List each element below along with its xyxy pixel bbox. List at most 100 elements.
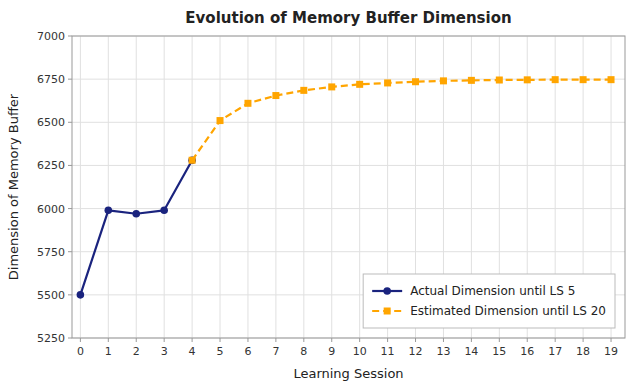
- x-axis-label: Learning Session: [293, 366, 403, 381]
- legend-item: Actual Dimension until LS 5: [372, 284, 575, 298]
- legend-label: Actual Dimension until LS 5: [410, 284, 575, 298]
- x-tick-label: 6: [244, 345, 251, 358]
- x-tick-label: 10: [353, 345, 367, 358]
- x-tick-label: 11: [381, 345, 395, 358]
- x-tick-label: 9: [328, 345, 335, 358]
- x-tick: [359, 338, 360, 342]
- grid-line-y: [72, 165, 625, 166]
- point: [356, 81, 363, 88]
- y-tick: [68, 338, 72, 339]
- plot-frame: [72, 36, 625, 338]
- grid-line-x: [220, 36, 221, 338]
- x-tick: [303, 338, 304, 342]
- grid-line-x: [247, 36, 248, 338]
- point: [552, 76, 559, 83]
- legend-label: Estimated Dimension until LS 20: [410, 304, 606, 318]
- grid-line-x: [108, 36, 109, 338]
- x-tick: [611, 338, 612, 342]
- grid-line-x: [192, 36, 193, 338]
- grid-line-x: [164, 36, 165, 338]
- point: [132, 210, 140, 218]
- x-tick: [583, 338, 584, 342]
- x-tick-label: 7: [272, 345, 279, 358]
- grid-line-y: [72, 122, 625, 123]
- y-tick: [68, 79, 72, 80]
- y-tick-label: 5500: [37, 289, 65, 302]
- point: [244, 100, 251, 107]
- y-tick: [68, 165, 72, 166]
- x-tick-label: 8: [300, 345, 307, 358]
- point: [496, 77, 503, 84]
- y-tick-label: 6500: [37, 116, 65, 129]
- legend: Actual Dimension until LS 5 Estimated Dim…: [363, 274, 615, 328]
- y-tick: [68, 36, 72, 37]
- x-tick-label: 15: [492, 345, 506, 358]
- x-tick: [527, 338, 528, 342]
- point: [468, 77, 475, 84]
- x-tick: [247, 338, 248, 342]
- point: [160, 206, 168, 214]
- y-axis-label: Dimension of Memory Buffer: [6, 93, 21, 280]
- x-tick: [443, 338, 444, 342]
- x-tick-label: 5: [217, 345, 224, 358]
- series-line: [80, 160, 192, 295]
- y-tick-label: 5250: [37, 332, 65, 345]
- y-tick-label: 7000: [37, 30, 65, 43]
- x-tick-label: 18: [576, 345, 590, 358]
- x-tick-label: 4: [189, 345, 196, 358]
- point: [608, 76, 615, 83]
- x-tick-label: 2: [133, 345, 140, 358]
- x-tick: [220, 338, 221, 342]
- x-tick: [164, 338, 165, 342]
- y-tick-label: 6000: [37, 203, 65, 216]
- x-tick: [331, 338, 332, 342]
- x-tick: [136, 338, 137, 342]
- x-tick: [499, 338, 500, 342]
- y-tick: [68, 251, 72, 252]
- y-tick: [68, 294, 72, 295]
- x-tick-label: 19: [604, 345, 618, 358]
- point: [188, 156, 196, 164]
- legend-box: [363, 274, 615, 328]
- point: [440, 77, 447, 84]
- grid: [72, 36, 625, 338]
- point: [217, 117, 224, 124]
- point: [580, 76, 587, 83]
- y-tick-label: 5750: [37, 246, 65, 259]
- point: [189, 157, 196, 164]
- grid-line-y: [72, 251, 625, 252]
- x-tick: [192, 338, 193, 342]
- x-tick: [108, 338, 109, 342]
- point: [412, 78, 419, 85]
- x-tick-label: 13: [436, 345, 450, 358]
- x-tick-label: 1: [105, 345, 112, 358]
- data: [77, 76, 615, 298]
- x-tick: [555, 338, 556, 342]
- title: Evolution of Memory Buffer Dimension: [185, 9, 511, 27]
- grid-line-x: [136, 36, 137, 338]
- x-tick: [80, 338, 81, 342]
- x-tick: [387, 338, 388, 342]
- legend-marker: [384, 308, 391, 315]
- y-tick-label: 6250: [37, 159, 65, 172]
- x-tick: [471, 338, 472, 342]
- x-tick-label: 17: [548, 345, 562, 358]
- y-tick-label: 6750: [37, 73, 65, 86]
- point: [77, 291, 85, 299]
- point: [300, 87, 307, 94]
- grid-line-x: [331, 36, 332, 338]
- y-tick: [68, 208, 72, 209]
- legend-item: Estimated Dimension until LS 20: [372, 304, 606, 318]
- x-tick-label: 16: [520, 345, 534, 358]
- x-tick: [415, 338, 416, 342]
- axes: 0123456789101112131415161718195250550057…: [37, 30, 618, 358]
- x-tick-label: 14: [464, 345, 478, 358]
- legend-marker: [383, 287, 391, 295]
- x-tick-label: 3: [161, 345, 168, 358]
- x-tick-label: 0: [77, 345, 84, 358]
- chart: 0123456789101112131415161718195250550057…: [0, 0, 640, 390]
- series-line: [192, 80, 611, 161]
- point: [105, 206, 113, 214]
- y-tick: [68, 122, 72, 123]
- point: [272, 92, 279, 99]
